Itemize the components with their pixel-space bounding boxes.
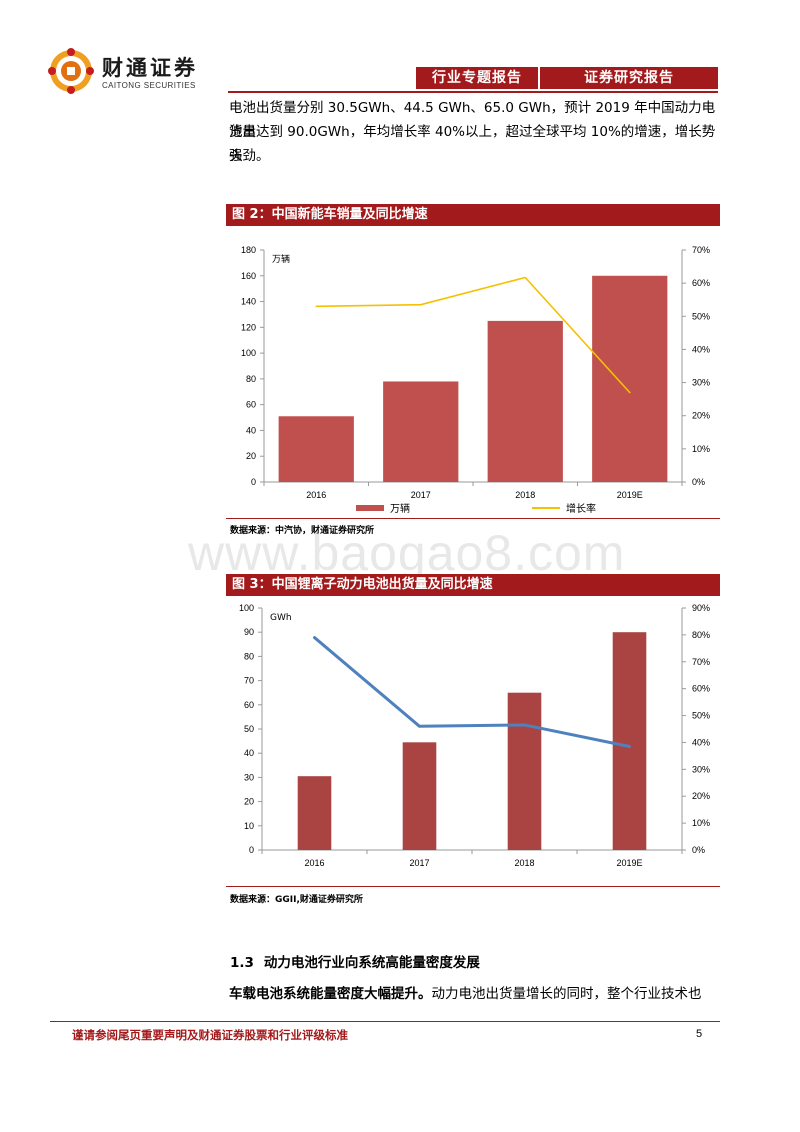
y-tick-label: 80 xyxy=(246,374,256,384)
figure2-source: 数据来源：中汽协，财通证券研究所 xyxy=(230,526,375,536)
y-tick-label: 10 xyxy=(244,821,254,831)
figure3-title: 图 3：中国锂离子动力电池出货量及同比增速 xyxy=(226,574,720,596)
y-tick-label: 20 xyxy=(246,451,256,461)
section-heading: 1.3 动力电池行业向系统高能量密度发展 xyxy=(230,951,480,971)
y2-tick-label: 80% xyxy=(692,630,710,640)
footer-disclaimer: 谨请参阅尾页重要声明及财通证券股票和行业评级标准 xyxy=(72,1028,348,1042)
x-tick-label: 2016 xyxy=(304,858,324,868)
y2-tick-label: 50% xyxy=(692,711,710,721)
bar xyxy=(278,416,354,482)
bar xyxy=(592,275,668,482)
y2-tick-label: 0% xyxy=(692,845,705,855)
y2-tick-label: 50% xyxy=(692,311,710,321)
figure2-chart: 0 20 40 60 80 100 120 140 160 180 0% 10% 20% 30% 40% 50… xyxy=(241,245,710,515)
x-tick-label: 2019E xyxy=(617,490,643,500)
report-category-tab: 证券研究报告 xyxy=(540,67,718,89)
x-tick-label: 2018 xyxy=(515,490,535,500)
y2-tick-label: 30% xyxy=(692,378,710,388)
y2-tick-label: 90% xyxy=(692,603,710,613)
figure2-divider xyxy=(226,518,720,519)
y-tick-label: 30 xyxy=(244,772,254,782)
company-logo: 财通证券 CAITONG SECURITIES xyxy=(48,48,248,96)
y2-tick-label: 60% xyxy=(692,278,710,288)
y-tick-label: 100 xyxy=(241,348,256,358)
y2-tick-label: 20% xyxy=(692,791,710,801)
brand-name-en: CAITONG SECURITIES xyxy=(102,81,196,90)
y-tick-label: 20 xyxy=(244,797,254,807)
x-tick-label: 2018 xyxy=(514,858,534,868)
legend-label-line: 增长率 xyxy=(566,502,596,515)
x-tick-label: 2016 xyxy=(306,490,326,500)
brand-name-cn: 财通证券 xyxy=(102,56,198,80)
bar xyxy=(383,381,459,482)
body-text: 动力电池出货量增长的同时，整个行业技术也 xyxy=(431,986,702,1002)
y-tick-label: 90 xyxy=(244,627,254,637)
y-axis-unit-label: 万辆 xyxy=(272,253,290,265)
y2-tick-label: 20% xyxy=(692,411,710,421)
y-tick-label: 120 xyxy=(241,322,256,332)
section-number: 1.3 xyxy=(230,955,254,971)
y-tick-label: 160 xyxy=(241,271,256,281)
growth-rate-line xyxy=(315,276,631,394)
y2-tick-label: 40% xyxy=(692,737,710,747)
y2-tick-label: 10% xyxy=(692,818,710,828)
x-tick-label: 2019E xyxy=(616,858,642,868)
y-tick-label: 70 xyxy=(244,676,254,686)
figure3-chart: 0 10 20 30 40 50 60 70 80 90 100 0% 10% 20% 30% 40% 50% 6… xyxy=(239,603,710,868)
section-title: 动力电池行业向系统高能量密度发展 xyxy=(263,955,480,971)
y-tick-label: 140 xyxy=(241,297,256,307)
body-bold-lead: 车载电池系统能量密度大幅提升。 xyxy=(229,986,432,1002)
y2-tick-label: 40% xyxy=(692,344,710,354)
footer-divider xyxy=(50,1021,720,1022)
y2-tick-label: 0% xyxy=(692,477,705,487)
intro-line-3: 强劲。 xyxy=(229,148,270,164)
y-tick-label: 40 xyxy=(244,748,254,758)
report-type-tab: 行业专题报告 xyxy=(416,67,538,89)
y-tick-label: 0 xyxy=(249,845,254,855)
legend-label-bar: 万辆 xyxy=(390,502,410,515)
x-tick-label: 2017 xyxy=(411,490,431,500)
caitong-logo-icon xyxy=(48,48,94,94)
y2-tick-label: 70% xyxy=(692,245,710,255)
watermark: www.baogao8.com xyxy=(188,525,626,581)
y2-tick-label: 70% xyxy=(692,657,710,667)
y-tick-label: 50 xyxy=(244,724,254,734)
body-paragraph: 车载电池系统能量密度大幅提升。动力电池出货量增长的同时，整个行业技术也 xyxy=(229,982,723,1006)
bar xyxy=(612,632,647,850)
y-tick-label: 60 xyxy=(246,400,256,410)
bar xyxy=(297,776,332,850)
growth-rate-line xyxy=(313,636,631,748)
x-tick-label: 2017 xyxy=(409,858,429,868)
header-divider xyxy=(228,91,718,93)
y-tick-label: 0 xyxy=(251,477,256,487)
intro-line-1: 电池出货量分别 30.5GWh、44.5 GWh、65.0 GWh，预计 201… xyxy=(229,100,716,140)
legend-swatch-bar xyxy=(356,505,384,511)
y-tick-label: 80 xyxy=(244,651,254,661)
y-axis-unit-label: GWh xyxy=(270,613,292,623)
figure3-divider xyxy=(226,886,720,887)
y2-tick-label: 60% xyxy=(692,684,710,694)
figure2-title: 图 2：中国新能车销量及同比增速 xyxy=(226,204,720,226)
y2-tick-label: 30% xyxy=(692,764,710,774)
figure3-source: 数据来源：GGII,财通证券研究所 xyxy=(230,895,363,905)
y2-tick-label: 10% xyxy=(692,444,710,454)
y-tick-label: 100 xyxy=(239,603,254,613)
y-tick-label: 180 xyxy=(241,245,256,255)
y-tick-label: 40 xyxy=(246,425,256,435)
y-tick-label: 60 xyxy=(244,700,254,710)
intro-line-2: 货量达到 90.0GWh，年均增长率 40%以上，超过全球平均 10%的增速，增… xyxy=(229,124,716,164)
bar xyxy=(402,742,437,850)
bar xyxy=(487,320,563,482)
page-number: 5 xyxy=(696,1028,703,1040)
bar xyxy=(507,692,542,850)
